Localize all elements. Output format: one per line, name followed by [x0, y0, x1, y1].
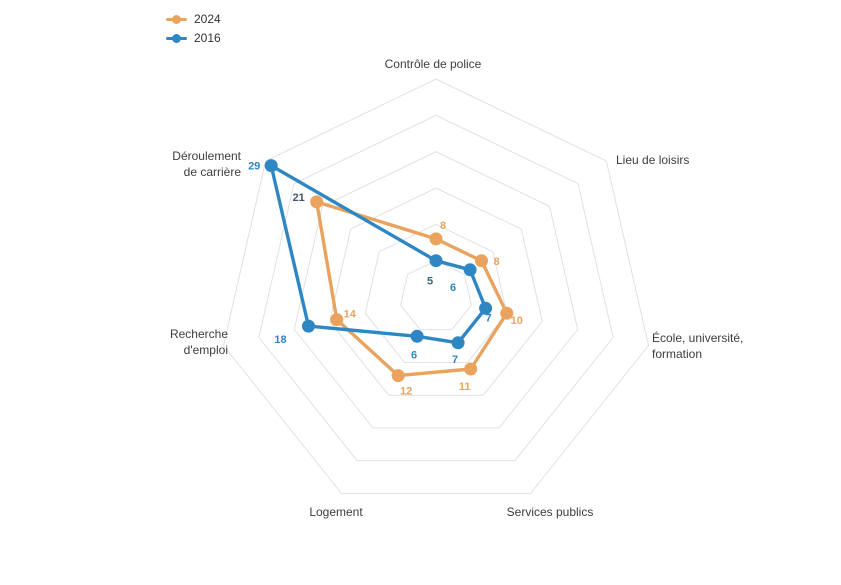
data-point-2016-1[interactable]: [463, 263, 477, 277]
data-point-2016-6[interactable]: [264, 159, 278, 173]
data-point-2016-2[interactable]: [479, 301, 493, 315]
data-point-label-2024-0: 8: [440, 220, 446, 232]
data-point-label-2024-5: 14: [344, 309, 357, 321]
data-point-label-2016-2: 7: [486, 312, 492, 324]
data-point-2024-3[interactable]: [464, 362, 478, 376]
data-point-label-2024-6: 21: [293, 192, 305, 204]
axis-label-0: Contrôle de police: [385, 57, 482, 71]
data-point-label-2016-1: 6: [450, 282, 456, 294]
data-point-2024-1[interactable]: [475, 254, 488, 268]
legend-item-2016[interactable]: 2016: [166, 29, 221, 47]
axis-label-1: Lieu de loisirs: [616, 153, 689, 167]
data-point-label-2016-6: 29: [248, 161, 260, 173]
data-point-label-2024-1: 8: [493, 256, 499, 268]
axis-label-2: École, université, formation: [652, 330, 743, 361]
radar-grid-ring: [329, 187, 543, 396]
radar-grid-ring: [293, 151, 579, 429]
data-point-2016-0[interactable]: [429, 254, 443, 268]
radar-grid-ring: [258, 114, 614, 462]
axis-label-6: Déroulement de carrière: [172, 149, 241, 179]
data-point-2016-5[interactable]: [302, 319, 315, 333]
data-point-label-2016-5: 18: [274, 334, 286, 346]
chart-legend: 2024 2016: [166, 10, 221, 47]
legend-label: 2024: [194, 12, 221, 26]
line-dot-marker-icon: [166, 13, 187, 25]
data-point-2024-2[interactable]: [500, 306, 514, 320]
axis-label-5: Recherche d'emploi: [170, 327, 228, 357]
line-dot-marker-icon: [166, 32, 187, 44]
data-point-2016-3[interactable]: [451, 336, 465, 350]
data-point-label-2024-4: 12: [400, 386, 412, 398]
data-point-2016-4[interactable]: [410, 329, 424, 343]
axis-label-3: Services publics: [507, 505, 594, 519]
data-point-2024-6[interactable]: [310, 195, 324, 209]
legend-item-2024[interactable]: 2024: [166, 10, 221, 28]
data-point-2024-4[interactable]: [391, 369, 405, 383]
data-point-2024-5[interactable]: [330, 313, 344, 327]
series-line-2016: [269, 163, 488, 345]
data-point-label-2016-3: 7: [452, 354, 458, 366]
data-point-label-2024-3: 11: [459, 381, 471, 393]
data-point-label-2016-0: 5: [427, 276, 433, 288]
series-line-2024: [315, 200, 509, 378]
axis-label-4: Logement: [309, 505, 363, 519]
data-point-2024-0[interactable]: [429, 232, 443, 246]
radar-grid-ring: [364, 223, 508, 363]
legend-label: 2016: [194, 31, 221, 45]
radar-grid-ring: [400, 260, 472, 331]
radar-grid-ring: [222, 78, 650, 494]
data-point-label-2024-2: 10: [511, 315, 523, 327]
data-point-label-2016-4: 6: [411, 349, 417, 361]
